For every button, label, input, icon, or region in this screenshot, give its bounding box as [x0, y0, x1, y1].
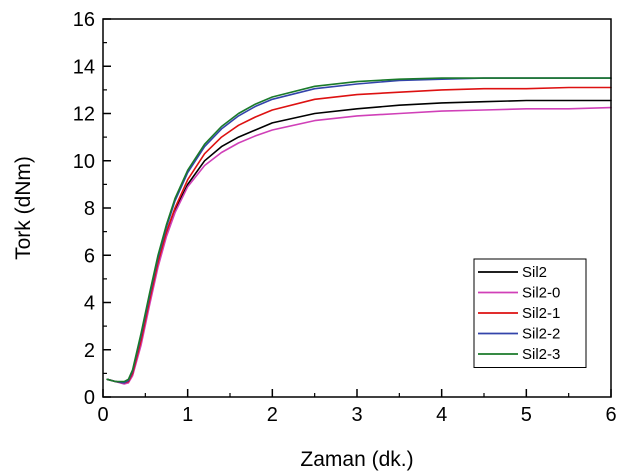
series-line-sil2-0: [106, 106, 612, 385]
y-axis-ticks: [103, 18, 111, 398]
legend-label: Sil2-3: [522, 346, 560, 363]
x-axis-ticks: [102, 389, 612, 397]
legend-label: Sil2: [522, 264, 547, 281]
legend-label: Sil2-0: [522, 285, 560, 302]
y-tick-label: 16: [73, 9, 95, 31]
y-tick-label: 0: [84, 387, 95, 409]
legend: Sil2 Sil2-0 Sil2-1 Sil2-2 Sil2-3: [473, 258, 587, 368]
y-tick-label: 6: [84, 245, 95, 267]
y-tick-label: 12: [73, 104, 95, 126]
x-tick-label: 0: [97, 404, 108, 426]
x-tick-label: 4: [436, 404, 447, 426]
y-tick-label: 2: [84, 340, 95, 362]
y-axis-tick-labels: 0 2 4 6 8 10 12 14 16: [73, 9, 95, 409]
y-axis-title: Tork (dNm): [12, 156, 35, 260]
x-tick-label: 3: [351, 404, 362, 426]
x-tick-label: 1: [182, 404, 193, 426]
x-tick-label: 5: [521, 404, 532, 426]
legend-label: Sil2-2: [522, 326, 560, 343]
x-tick-label: 6: [605, 404, 616, 426]
x-axis-tick-labels: 0 1 2 3 4 5 6: [97, 404, 616, 426]
y-tick-label: 4: [84, 293, 95, 315]
y-tick-label: 10: [73, 151, 95, 173]
y-tick-label: 8: [84, 198, 95, 220]
x-tick-label: 2: [267, 404, 278, 426]
series-line-sil2-1: [106, 86, 612, 384]
series-line-sil2-3: [106, 77, 612, 383]
plot-lines: [106, 77, 612, 385]
x-axis-title: Zaman (dk.): [300, 448, 413, 471]
legend-label: Sil2-1: [522, 305, 560, 322]
y-tick-label: 14: [73, 56, 95, 78]
